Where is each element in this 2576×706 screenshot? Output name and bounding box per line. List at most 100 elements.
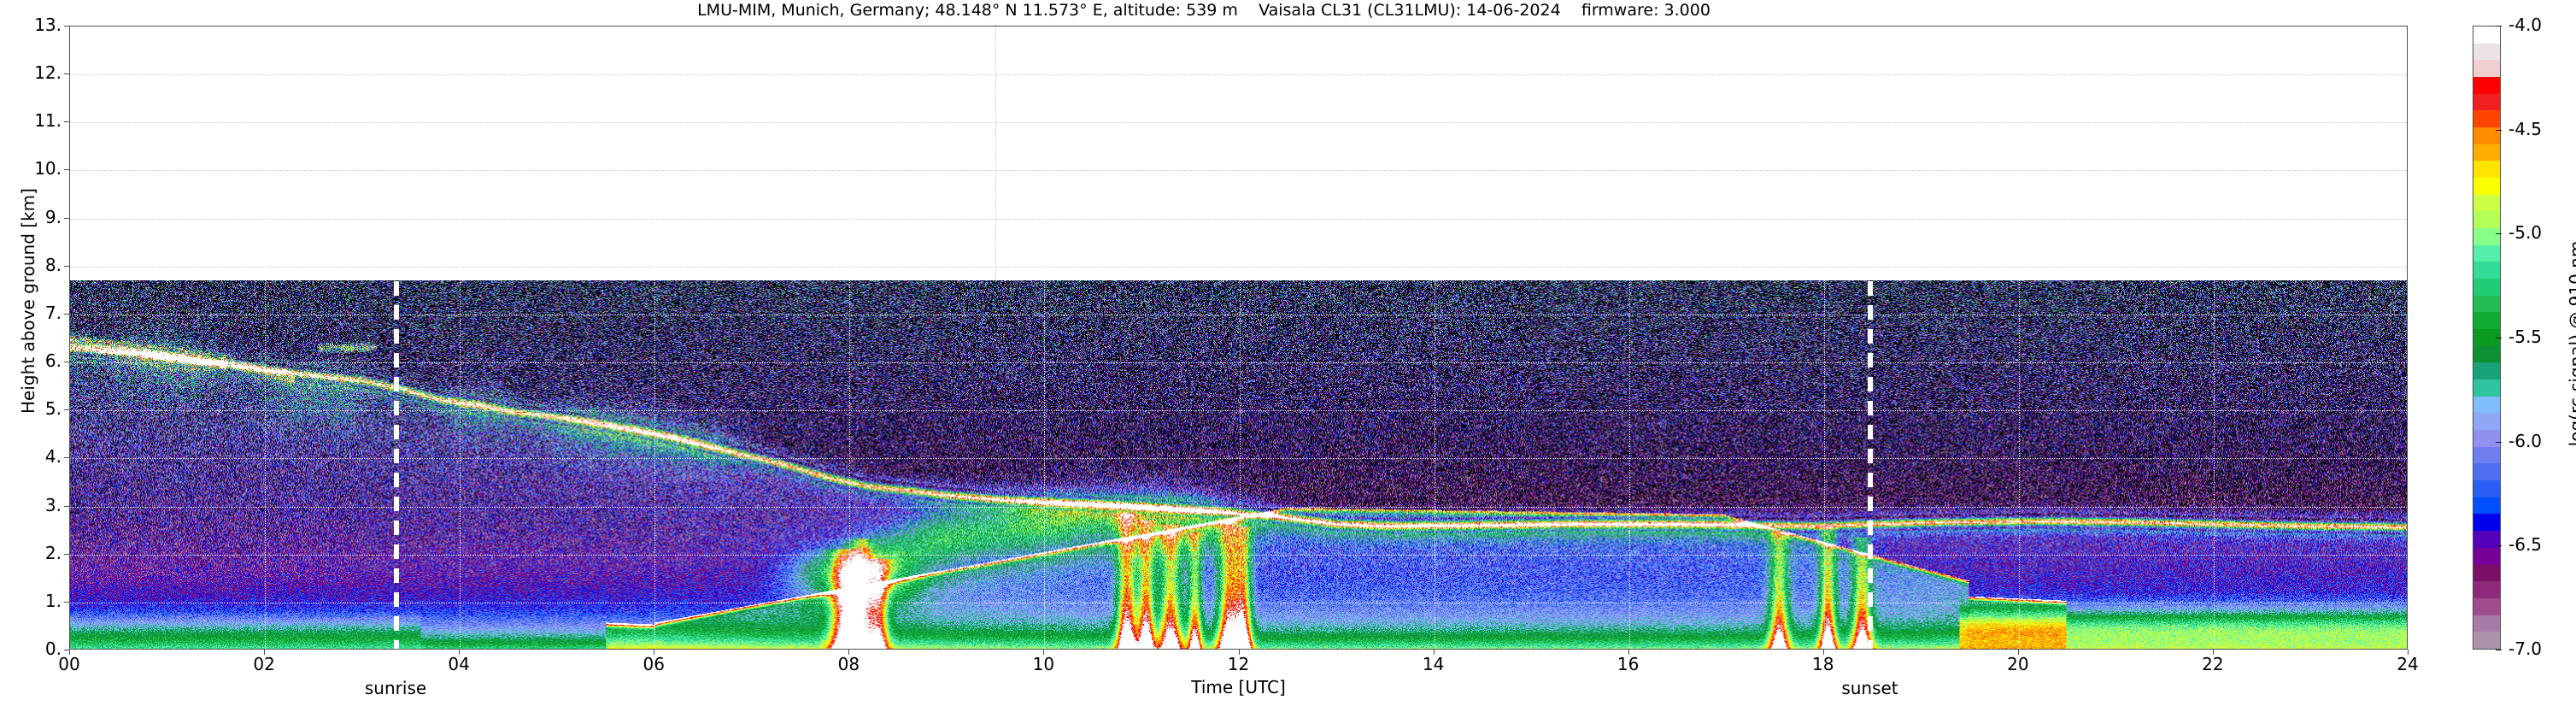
x-axis-title: Time [UTC]: [1191, 677, 1286, 697]
y-tick-label: 11.: [34, 110, 62, 132]
x-tick-mark: [69, 650, 70, 655]
colorbar-band: [2473, 194, 2500, 212]
colorbar-tick-label: -5.5: [2509, 327, 2543, 347]
x-tick-label: 10: [1032, 654, 1055, 674]
x-tick-mark: [848, 650, 850, 655]
colorbar-tick-label: -4.0: [2509, 15, 2543, 35]
x-tick-mark: [1822, 650, 1824, 655]
colorbar-band: [2473, 279, 2500, 296]
y-tick-mark: [64, 265, 69, 267]
colorbar-band: [2473, 26, 2500, 44]
colorbar-tick-mark: [2496, 233, 2502, 235]
x-tick-label: 16: [1617, 654, 1640, 674]
y-tick-label: 0.: [44, 638, 62, 659]
x-tick-label: 20: [2007, 654, 2029, 674]
colorbar-band: [2473, 396, 2500, 414]
x-tick-mark: [1628, 650, 1629, 655]
x-tick-label: 22: [2202, 654, 2224, 674]
x-tick-mark: [1433, 650, 1435, 655]
colorbar-band: [2473, 379, 2500, 397]
colorbar-band: [2473, 564, 2500, 582]
colorbar-band: [2473, 43, 2500, 61]
sunrise-annotation: sunrise: [364, 678, 427, 698]
colorbar-band: [2473, 262, 2500, 279]
colorbar-band: [2473, 480, 2500, 497]
colorbar-band: [2473, 312, 2500, 330]
x-tick-label: 06: [643, 654, 665, 674]
x-tick-label: 00: [58, 654, 80, 674]
colorbar-band: [2473, 244, 2500, 262]
colorbar-band: [2473, 597, 2500, 615]
colorbar-bands: [2473, 26, 2500, 649]
colorbar-band: [2473, 531, 2500, 548]
y-tick-label: 13.: [34, 15, 62, 35]
figure-title: LMU-MIM, Munich, Germany; 48.148° N 11.5…: [697, 1, 1710, 20]
y-tick-mark: [64, 169, 69, 171]
y-tick-label: 8.: [44, 254, 62, 275]
colorbar-tick-mark: [2496, 545, 2502, 547]
colorbar-title: log(rc-signal) @ 910 nm: [2566, 240, 2576, 447]
x-tick-mark: [1238, 650, 1240, 655]
y-tick-label: 2.: [44, 542, 62, 563]
x-tick-label: 02: [253, 654, 275, 674]
x-tick-label: 04: [448, 654, 470, 674]
y-tick-label: 3.: [44, 494, 62, 515]
x-tick-label: 12: [1227, 654, 1250, 674]
y-tick-label: 7.: [44, 302, 62, 323]
plot-axes: [69, 26, 2408, 650]
y-tick-mark: [64, 601, 69, 603]
colorbar-band: [2473, 60, 2500, 78]
colorbar-band: [2473, 110, 2500, 128]
y-tick-label: 6.: [44, 350, 62, 372]
x-tick-label: 24: [2397, 654, 2419, 674]
colorbar-band: [2473, 581, 2500, 598]
colorbar: [2473, 26, 2501, 650]
colorbar-tick-mark: [2496, 129, 2502, 131]
y-tick-label: 1.: [44, 590, 62, 611]
y-tick-mark: [64, 313, 69, 315]
colorbar-band: [2473, 329, 2500, 346]
colorbar-band: [2473, 362, 2500, 380]
x-tick-label: 18: [1812, 654, 1834, 674]
x-tick-mark: [2408, 650, 2409, 655]
colorbar-band: [2473, 127, 2500, 144]
x-tick-mark: [1043, 650, 1045, 655]
colorbar-tick-label: -6.5: [2509, 534, 2543, 556]
colorbar-band: [2473, 463, 2500, 481]
colorbar-band: [2473, 144, 2500, 162]
colorbar-tick-label: -6.0: [2509, 430, 2543, 451]
x-tick-mark: [2017, 650, 2019, 655]
backscatter-heatmap: [70, 26, 2407, 649]
y-tick-mark: [64, 217, 69, 219]
y-tick-mark: [64, 457, 69, 459]
y-tick-label: 5.: [44, 398, 62, 420]
colorbar-band: [2473, 615, 2500, 632]
colorbar-band: [2473, 446, 2500, 464]
colorbar-band: [2473, 345, 2500, 363]
colorbar-tick-mark: [2496, 441, 2502, 443]
colorbar-band: [2473, 178, 2500, 195]
y-tick-mark: [64, 409, 69, 411]
colorbar-band: [2473, 497, 2500, 515]
colorbar-band: [2473, 514, 2500, 532]
colorbar-band: [2473, 547, 2500, 565]
x-tick-mark: [264, 650, 266, 655]
y-axis-title: Height above ground [km]: [18, 188, 38, 414]
y-tick-label: 10.: [34, 158, 62, 179]
colorbar-band: [2473, 413, 2500, 431]
colorbar-band: [2473, 632, 2500, 649]
x-tick-mark: [2212, 650, 2214, 655]
y-tick-mark: [64, 505, 69, 507]
sunset-annotation: sunset: [1841, 678, 1898, 698]
y-tick-label: 9.: [44, 206, 62, 227]
colorbar-band: [2473, 228, 2500, 245]
colorbar-tick-label: -4.5: [2509, 118, 2543, 139]
colorbar-band: [2473, 295, 2500, 313]
y-tick-mark: [64, 553, 69, 555]
y-tick-label: 4.: [44, 446, 62, 468]
x-tick-label: 14: [1422, 654, 1445, 674]
x-tick-mark: [459, 650, 461, 655]
y-tick-mark: [64, 121, 69, 123]
colorbar-band: [2473, 211, 2500, 229]
